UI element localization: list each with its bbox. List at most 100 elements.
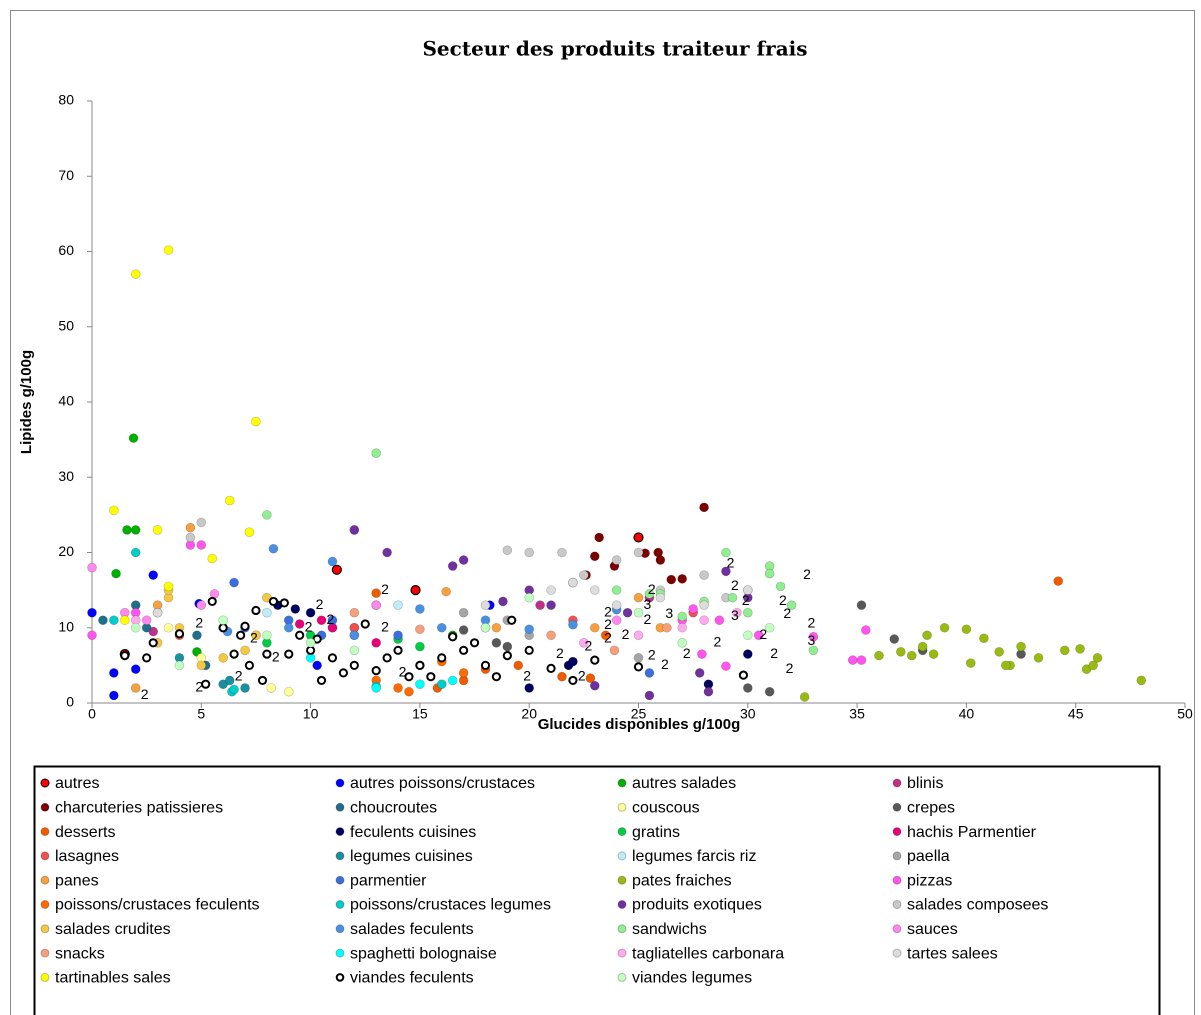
point xyxy=(699,615,709,626)
point xyxy=(109,615,119,626)
x-tick-label: 30 xyxy=(740,706,756,722)
point xyxy=(448,632,458,642)
point xyxy=(229,649,239,659)
point xyxy=(327,615,338,626)
point xyxy=(502,641,513,652)
point xyxy=(699,502,709,513)
annotation: 2 xyxy=(648,581,656,597)
point xyxy=(393,630,403,641)
point xyxy=(589,622,600,633)
point xyxy=(633,592,644,603)
point xyxy=(229,577,239,588)
point xyxy=(262,630,272,641)
y-tick-label: 30 xyxy=(58,468,74,484)
point xyxy=(535,600,545,610)
point xyxy=(458,607,469,618)
point xyxy=(742,607,753,618)
point xyxy=(371,666,381,676)
point xyxy=(585,673,596,683)
annotation: 2 xyxy=(713,634,721,650)
point xyxy=(349,525,360,535)
point xyxy=(152,607,163,618)
point xyxy=(163,581,174,592)
point xyxy=(611,615,622,626)
x-tick-label: 35 xyxy=(849,706,865,722)
point xyxy=(305,607,316,618)
point xyxy=(589,585,600,595)
point xyxy=(611,600,622,610)
point xyxy=(251,416,261,427)
point xyxy=(240,621,250,631)
point xyxy=(331,564,342,575)
point xyxy=(589,680,600,691)
point xyxy=(128,433,139,443)
point xyxy=(662,622,672,633)
point xyxy=(633,653,644,663)
point xyxy=(415,604,425,614)
legend-label: autres poissons/crustaces xyxy=(350,775,535,792)
point xyxy=(498,596,508,607)
point xyxy=(218,615,228,626)
point xyxy=(196,540,207,550)
point xyxy=(697,649,707,659)
point xyxy=(294,619,305,629)
point xyxy=(229,684,239,695)
legend-label: gratins xyxy=(632,824,680,841)
legend-label: snacks xyxy=(55,945,105,962)
point xyxy=(130,622,141,633)
annotation: 2 xyxy=(235,667,243,683)
point xyxy=(312,634,322,644)
legend-label: autres salades xyxy=(632,775,736,792)
legend-marker xyxy=(617,851,627,861)
annotation: 3 xyxy=(807,632,815,648)
point xyxy=(579,637,589,648)
point xyxy=(579,570,589,580)
legend-marker xyxy=(892,827,902,837)
point xyxy=(251,630,261,641)
point xyxy=(644,668,655,678)
point xyxy=(611,555,622,565)
point xyxy=(742,683,753,693)
point xyxy=(436,622,447,633)
point xyxy=(742,585,753,595)
point xyxy=(633,547,644,558)
annotation: 2 xyxy=(622,626,630,642)
point xyxy=(633,607,644,618)
legend-marker xyxy=(892,851,902,861)
point xyxy=(928,649,939,659)
point xyxy=(283,622,294,633)
legend-box xyxy=(33,765,1161,1015)
point xyxy=(896,647,906,657)
point xyxy=(257,675,268,686)
y-tick-label: 0 xyxy=(66,694,74,710)
point xyxy=(775,581,786,592)
point xyxy=(633,662,644,672)
point xyxy=(240,645,250,656)
point xyxy=(764,622,775,633)
point xyxy=(600,630,611,641)
legend-marker xyxy=(617,827,627,837)
point xyxy=(994,647,1004,657)
point xyxy=(262,510,272,520)
point xyxy=(120,650,130,661)
legend-marker xyxy=(40,851,50,861)
point xyxy=(201,679,211,689)
legend-marker xyxy=(617,875,627,885)
legend-label: salades feculents xyxy=(350,921,474,938)
legend-label: salades composees xyxy=(907,897,1048,914)
point xyxy=(633,532,644,543)
point xyxy=(130,269,141,279)
point xyxy=(727,592,738,603)
point xyxy=(119,615,130,626)
point xyxy=(262,607,272,618)
point xyxy=(557,547,567,558)
legend-label: spaghetti bolognaise xyxy=(350,945,497,962)
point xyxy=(1016,641,1026,652)
annotation: 2 xyxy=(578,667,586,683)
point xyxy=(480,600,491,610)
point xyxy=(644,589,655,599)
point xyxy=(393,645,403,655)
annotation: 2 xyxy=(556,645,564,661)
point xyxy=(98,615,108,626)
point xyxy=(152,525,163,535)
